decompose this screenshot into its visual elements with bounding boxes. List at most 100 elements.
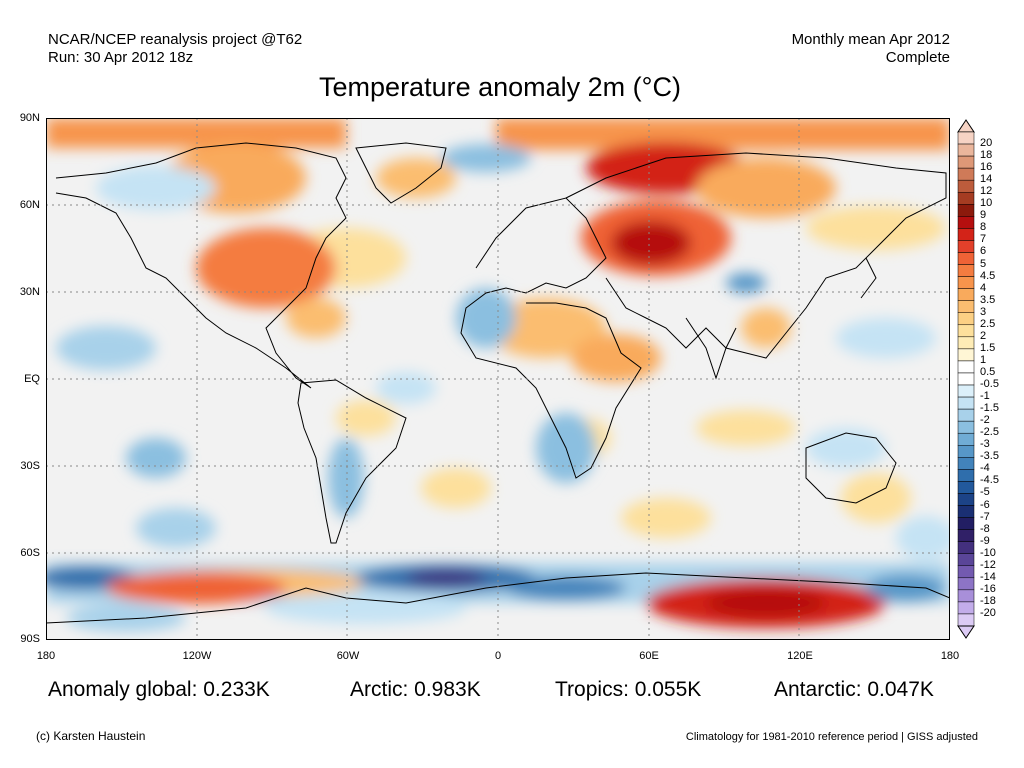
colorbar-swatch — [957, 457, 975, 470]
colorbar-swatch — [957, 589, 975, 603]
colorbar-tick-label: -12 — [980, 558, 996, 571]
colorbar-swatch — [957, 396, 975, 410]
colorbar-tick-label: -3 — [980, 438, 990, 451]
colorbar-swatch — [957, 613, 975, 627]
colorbar-tick-label: 3 — [980, 305, 987, 318]
colorbar-swatch — [957, 505, 975, 518]
lon-label-60e: 60E — [639, 650, 659, 662]
colorbar-swatch — [957, 300, 975, 313]
colorbar-tick-label: 3.5 — [980, 293, 996, 306]
colorbar-tick-label: -0.5 — [980, 378, 999, 391]
lon-label-120e: 120E — [787, 650, 813, 662]
lon-label-60w: 60W — [336, 650, 360, 662]
colorbar-tick-label: -6 — [980, 498, 990, 511]
colorbar-swatch — [957, 348, 975, 362]
colorbar-swatch — [957, 420, 975, 434]
colorbar-swatch — [957, 204, 975, 217]
header-run-time: Run: 30 Apr 2012 18z — [48, 49, 194, 66]
colorbar-swatch — [957, 553, 975, 567]
colorbar-swatch — [957, 216, 975, 229]
colorbar-swatch — [957, 565, 975, 579]
lat-label-90n: 90N — [19, 112, 40, 124]
colorbar-swatch — [957, 167, 975, 181]
colorbar-tick-label: 9 — [980, 209, 987, 222]
colorbar-swatch — [957, 312, 975, 326]
colorbar-swatch — [957, 179, 975, 193]
colorbar-tick-label: -10 — [980, 546, 996, 559]
colorbar-arrow-top — [957, 119, 975, 133]
colorbar-tick-label: 20 — [980, 137, 993, 150]
colorbar-swatch — [957, 228, 975, 241]
lat-label-eq: EQ — [24, 373, 40, 385]
lat-label-60n: 60N — [19, 199, 40, 211]
colorbar-swatch — [957, 408, 975, 422]
colorbar-swatch — [957, 493, 975, 506]
lon-label-0: 0 — [494, 650, 502, 662]
colorbar-tick-label: 1 — [980, 353, 987, 366]
colorbar-tick-label: -16 — [980, 582, 996, 595]
colorbar-swatch — [957, 324, 975, 338]
colorbar-swatch — [957, 469, 975, 482]
stat-arctic: Arctic: 0.983K — [350, 678, 481, 701]
colorbar-tick-label: 16 — [980, 161, 993, 174]
colorbar-tick-label: -3.5 — [980, 450, 999, 463]
lat-label-30s: 30S — [20, 460, 40, 472]
stat-tropics: Tropics: 0.055K — [555, 678, 702, 701]
colorbar-swatch — [957, 276, 975, 289]
colorbar-tick-label: 14 — [980, 173, 993, 186]
colorbar-tick-label: 1.5 — [980, 341, 996, 354]
header-model-name: NCAR/NCEP reanalysis project @T62 — [48, 31, 303, 48]
colorbar-swatch — [957, 384, 975, 398]
colorbar-tick-label: 7 — [980, 233, 987, 246]
colorbar-swatch — [957, 432, 975, 446]
footer-credit: (c) Karsten Haustein — [36, 729, 146, 743]
colorbar-swatch — [957, 240, 975, 253]
lon-label-180e: 180 — [940, 650, 960, 662]
footer-note: Climatology for 1981-2010 reference peri… — [685, 731, 978, 743]
colorbar-tick-label: 6 — [980, 245, 987, 258]
colorbar-tick-label: 4 — [980, 281, 987, 294]
map-grid — [46, 118, 950, 640]
colorbar-tick-label: 0.5 — [980, 365, 996, 378]
stat-antarctic: Antarctic: 0.047K — [774, 678, 934, 701]
colorbar-swatch — [957, 517, 975, 530]
colorbar-tick-label: -2.5 — [980, 426, 999, 439]
colorbar-tick-label: -4.5 — [980, 474, 999, 487]
colorbar-swatch — [957, 155, 975, 169]
anomaly-field — [46, 118, 950, 632]
colorbar-tick-label: 4.5 — [980, 269, 996, 282]
colorbar-tick-label: -8 — [980, 522, 990, 535]
colorbar-swatch — [957, 372, 975, 386]
colorbar-tick-label: -20 — [980, 606, 996, 619]
anomaly-map — [46, 118, 950, 640]
colorbar-swatch — [957, 601, 975, 615]
colorbar-tick-label: 18 — [980, 149, 993, 162]
colorbar-tick-label: -1 — [980, 390, 990, 403]
colorbar-tick-label: 12 — [980, 185, 993, 198]
colorbar — [957, 119, 975, 639]
coastlines — [46, 142, 950, 624]
header-period: Monthly mean Apr 2012 — [791, 31, 950, 48]
colorbar-tick-label: -7 — [980, 510, 990, 523]
colorbar-arrow-bottom — [957, 625, 975, 639]
colorbar-tick-label: -14 — [980, 570, 996, 583]
colorbar-tick-label: -4 — [980, 462, 990, 475]
colorbar-tick-label: 8 — [980, 221, 987, 234]
colorbar-tick-label: 10 — [980, 197, 993, 210]
colorbar-tick-label: -9 — [980, 534, 990, 547]
lat-label-60s: 60S — [20, 547, 40, 559]
colorbar-swatch — [957, 288, 975, 301]
colorbar-swatch — [957, 445, 975, 458]
colorbar-tick-label: 2.5 — [980, 317, 996, 330]
colorbar-swatch — [957, 252, 975, 265]
colorbar-swatch — [957, 360, 975, 374]
colorbar-swatch — [957, 481, 975, 494]
colorbar-swatch — [957, 264, 975, 277]
map-title: Temperature anomaly 2m (°C) — [319, 72, 681, 102]
lat-label-30n: 30N — [19, 286, 40, 298]
colorbar-swatch — [957, 191, 975, 205]
colorbar-swatch — [957, 529, 975, 542]
colorbar-swatch — [957, 131, 975, 145]
colorbar-swatch — [957, 143, 975, 157]
lon-label-120w: 120W — [182, 650, 212, 662]
